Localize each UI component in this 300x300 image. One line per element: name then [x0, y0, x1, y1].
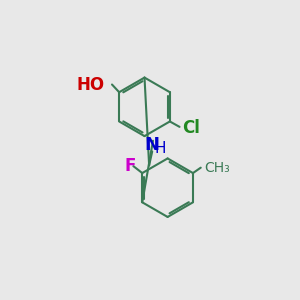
Text: F: F — [124, 157, 136, 175]
Text: N: N — [145, 136, 160, 154]
Text: Cl: Cl — [183, 119, 200, 137]
Text: CH₃: CH₃ — [204, 161, 230, 175]
Text: H: H — [154, 141, 166, 156]
Text: HO: HO — [76, 76, 104, 94]
